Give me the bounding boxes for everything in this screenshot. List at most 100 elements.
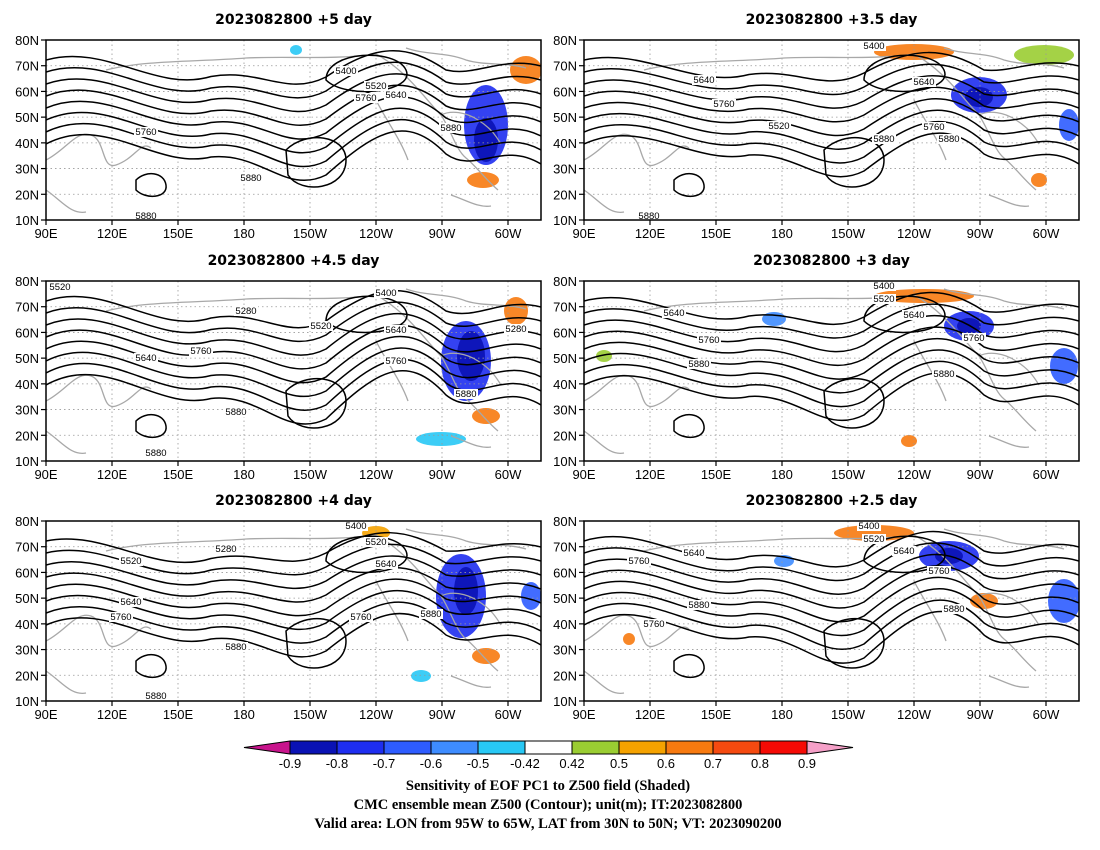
lat-tick-label: 60N <box>15 325 39 340</box>
colorbar-tick-label: -0.8 <box>326 756 348 771</box>
z500-contour <box>584 51 1079 82</box>
coastline <box>943 288 1065 310</box>
sensitivity-shade-3 <box>1050 348 1078 384</box>
sensitivity-shade-4 <box>290 45 302 55</box>
lat-tick-label: 60N <box>553 325 577 340</box>
sensitivity-shade-5 <box>411 670 431 682</box>
contour-label: 5880 <box>638 211 659 222</box>
z500-contour <box>46 84 541 126</box>
sensitivity-shade-2 <box>504 297 528 325</box>
z500-contour <box>46 347 541 398</box>
lat-tick-label: 20N <box>15 428 39 443</box>
contour-label-bg <box>364 81 388 91</box>
sensitivity-shade-2 <box>472 648 500 664</box>
colorbar-high-arrow <box>806 740 854 755</box>
z500-contour <box>46 531 541 564</box>
contour-label-bg <box>119 597 143 607</box>
z500-contour <box>673 173 705 197</box>
contour-label-bg <box>48 282 72 292</box>
lat-tick-label: 30N <box>553 643 577 658</box>
z500-contour <box>46 313 541 356</box>
contour-label-bg <box>454 389 478 399</box>
lat-tick-label: 60N <box>553 84 577 99</box>
lat-tick-label: 40N <box>15 377 39 392</box>
coastline <box>988 194 1030 207</box>
lon-tick-label: 120W <box>359 467 394 482</box>
z500-contour <box>584 326 1079 367</box>
map-frame <box>583 520 1080 702</box>
lat-tick-label: 70N <box>15 59 39 74</box>
z500-contour <box>584 98 1079 137</box>
contour-label-bg <box>384 325 408 335</box>
lon-tick-label: 120E <box>635 226 666 241</box>
coastline <box>46 189 87 213</box>
z500-contour <box>135 173 167 197</box>
contour-label: 5640 <box>135 353 156 364</box>
contour-label: 5400 <box>375 288 396 299</box>
z500-contour <box>584 109 1079 150</box>
lon-tick-label: 60W <box>495 467 522 482</box>
colorbar-cell <box>477 740 526 755</box>
colorbar-cell <box>336 740 385 755</box>
contour-label: 5760 <box>190 346 211 357</box>
z500-contour <box>285 136 347 188</box>
contour-label: 5400 <box>345 521 366 532</box>
coastline <box>440 592 502 626</box>
panel-title: 2023082800 +3 day <box>753 253 910 269</box>
lon-tick-label: 120E <box>635 467 666 482</box>
contour-label: 5760 <box>923 122 944 133</box>
contour-label-bg <box>239 173 263 183</box>
colorbar-tick-label: -0.5 <box>467 756 489 771</box>
colorbar-tick-label: -0.6 <box>420 756 442 771</box>
lon-tick-label: 150E <box>701 467 732 482</box>
lon-tick-label: 90W <box>429 707 456 722</box>
lon-tick-label: 180 <box>233 467 255 482</box>
lon-tick-label: 150W <box>293 467 328 482</box>
colorbar-cell <box>665 740 714 755</box>
contour-label-bg <box>144 448 168 458</box>
contour-label: 5880 <box>938 134 959 145</box>
lat-tick-label: 20N <box>553 668 577 683</box>
coastline <box>988 675 1030 688</box>
lat-tick-label: 30N <box>15 643 39 658</box>
z500-contour <box>135 654 167 678</box>
z500-contour <box>584 337 1079 380</box>
panel-title: 2023082800 +4.5 day <box>208 253 380 269</box>
contour-label: 5520 <box>365 81 386 92</box>
contour-label: 5520 <box>863 534 884 545</box>
contour-label-bg <box>374 559 398 569</box>
contour-label-bg <box>504 324 528 334</box>
coastline <box>46 374 152 408</box>
contour-label: 5520 <box>120 556 141 567</box>
lon-tick-label: 180 <box>771 467 793 482</box>
z500-contour <box>584 314 1079 353</box>
z500-contour <box>673 654 705 678</box>
contour-label-bg <box>627 556 651 566</box>
coastline <box>978 592 1040 626</box>
lat-tick-label: 10N <box>553 694 577 709</box>
z500-contour <box>584 576 1079 623</box>
lat-tick-label: 70N <box>553 300 577 315</box>
z500-contour <box>46 107 541 154</box>
lat-tick-label: 20N <box>553 187 577 202</box>
sensitivity-shade-6 <box>623 633 635 645</box>
z500-contour <box>285 617 347 669</box>
contour-label: 5880 <box>688 359 709 370</box>
contour-label: 5640 <box>913 77 934 88</box>
contour-label: 5880 <box>420 609 441 620</box>
coastline <box>913 580 947 642</box>
coastline <box>643 53 915 71</box>
z500-contour <box>584 565 1079 609</box>
lon-tick-label: 120W <box>897 707 932 722</box>
lat-tick-label: 70N <box>15 540 39 555</box>
lat-tick-label: 70N <box>15 300 39 315</box>
lat-tick-label: 80N <box>553 33 577 48</box>
contour-label-bg <box>334 66 358 76</box>
contour-label: 5880 <box>240 173 261 184</box>
colorbar-tick-label: 0.6 <box>657 756 675 771</box>
lon-tick-label: 150W <box>293 226 328 241</box>
lon-tick-label: 90E <box>34 467 57 482</box>
z500-contour <box>325 535 408 574</box>
lat-tick-label: 20N <box>15 668 39 683</box>
colorbar-cell <box>430 740 479 755</box>
